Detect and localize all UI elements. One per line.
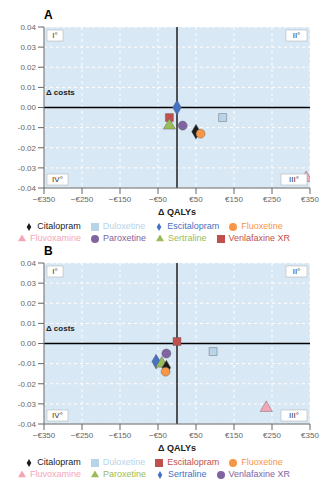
html-text:Duloxetine: Duloxetine [102, 457, 146, 467]
html-text:Duloxetine: Duloxetine [102, 221, 146, 231]
svg-text:−€150: −€150 [109, 195, 132, 204]
html-text:A: A [44, 8, 53, 22]
html-text:Sertraline: Sertraline [168, 233, 207, 243]
html-text:Venlafaxine XR: Venlafaxine XR [228, 233, 291, 243]
svg-text:III°: III° [289, 175, 299, 184]
svg-text:0.04: 0.04 [20, 259, 36, 268]
svg-text:-0.02: -0.02 [18, 144, 37, 153]
svg-text:0.02: 0.02 [20, 299, 36, 308]
svg-text:-0.04: -0.04 [18, 420, 37, 429]
svg-text:Δ costs: Δ costs [46, 324, 75, 333]
svg-text:I°: I° [52, 31, 57, 40]
svg-text:-0.04: -0.04 [18, 184, 37, 193]
svg-text:IV°: IV° [52, 411, 63, 420]
html-text:Fluoxetine: Fluoxetine [241, 457, 283, 467]
svg-text:€250: €250 [263, 431, 281, 440]
svg-text:€150: €150 [225, 431, 243, 440]
html-text:Fluoxetine: Fluoxetine [241, 221, 283, 231]
svg-text:0.01: 0.01 [20, 319, 36, 328]
svg-text:0.00: 0.00 [20, 339, 36, 348]
svg-text:€50: €50 [189, 431, 203, 440]
svg-text:IV°: IV° [52, 175, 63, 184]
svg-text:0.03: 0.03 [20, 279, 36, 288]
html-text:Venlafaxine XR: Venlafaxine XR [228, 469, 291, 479]
svg-text:0.00: 0.00 [20, 103, 36, 112]
svg-text:€350: €350 [301, 431, 319, 440]
svg-text:-0.01: -0.01 [18, 123, 37, 132]
svg-text:I°: I° [52, 267, 57, 276]
html-text:Paroxetine: Paroxetine [103, 233, 146, 243]
svg-text:0.01: 0.01 [20, 83, 36, 92]
svg-text:-0.02: -0.02 [18, 380, 37, 389]
html-text:Escitalopram: Escitalopram [167, 221, 220, 231]
html-text:Paroxetine: Paroxetine [103, 469, 146, 479]
svg-text:-0.01: -0.01 [18, 359, 37, 368]
html-text:Citalopram: Citalopram [37, 221, 81, 231]
svg-text:0.04: 0.04 [20, 23, 36, 32]
svg-text:−€350: −€350 [33, 431, 56, 440]
svg-text:-0.03: -0.03 [18, 400, 37, 409]
svg-text:II°: II° [293, 31, 301, 40]
svg-text:€350: €350 [301, 195, 319, 204]
html-text:Escitalopram: Escitalopram [167, 457, 220, 467]
svg-text:-0.03: -0.03 [18, 164, 37, 173]
html-text:Fluvoxamine: Fluvoxamine [29, 469, 81, 479]
svg-text:−€350: −€350 [33, 195, 56, 204]
svg-text:0.02: 0.02 [20, 63, 36, 72]
svg-text:−€150: −€150 [109, 431, 132, 440]
svg-text:II°: II° [293, 267, 301, 276]
svg-text:€50: €50 [189, 195, 203, 204]
svg-text:Δ costs: Δ costs [46, 88, 75, 97]
svg-text:Δ QALYs: Δ QALYs [158, 443, 196, 453]
html-text:Sertraline: Sertraline [168, 469, 207, 479]
svg-text:−€250: −€250 [71, 431, 94, 440]
svg-text:Δ QALYs: Δ QALYs [158, 207, 196, 217]
html-text:B: B [44, 244, 53, 258]
svg-text:−€250: −€250 [71, 195, 94, 204]
svg-text:III°: III° [289, 411, 299, 420]
svg-text:€150: €150 [225, 195, 243, 204]
html-text:Citalopram: Citalopram [37, 457, 81, 467]
svg-text:0.03: 0.03 [20, 43, 36, 52]
svg-text:−€50: −€50 [149, 195, 168, 204]
svg-text:€250: €250 [263, 195, 281, 204]
svg-text:−€50: −€50 [149, 431, 168, 440]
html-text:Fluvoxamine: Fluvoxamine [29, 233, 81, 243]
